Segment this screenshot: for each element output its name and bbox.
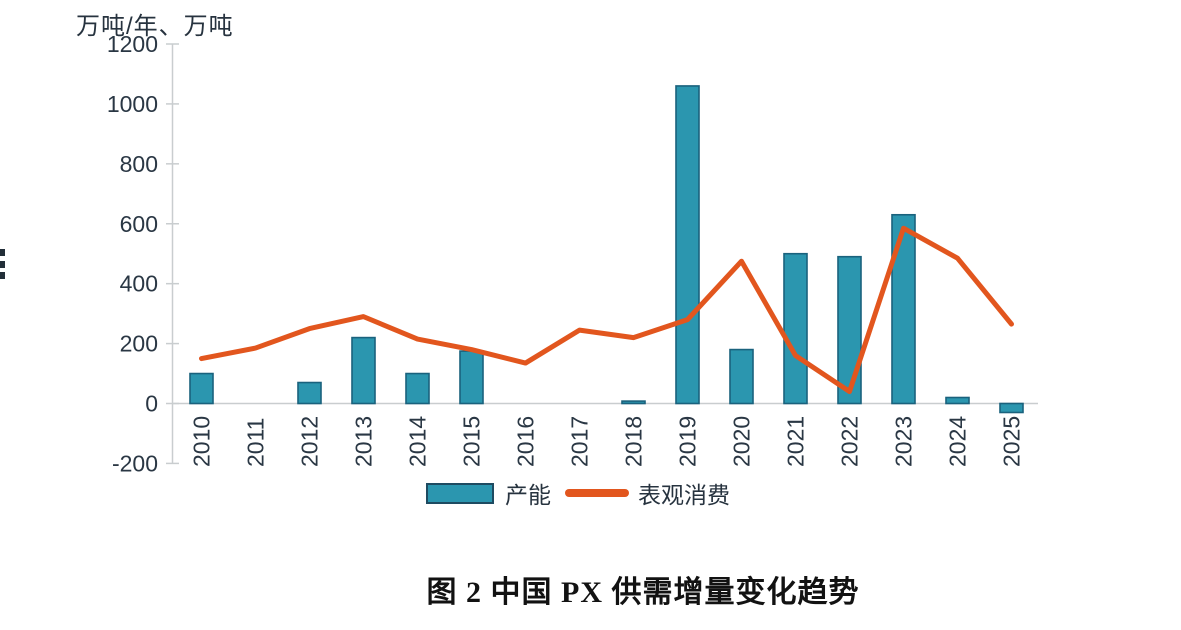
bar-2019 — [675, 85, 700, 405]
y-tick-label: 600 — [120, 211, 158, 237]
legend-label-capacity: 产能 — [505, 482, 551, 508]
bar-2022 — [837, 255, 862, 405]
x-tick-label-2025: 2025 — [999, 416, 1025, 467]
y-tick-label: 1200 — [107, 31, 158, 57]
y-tick-label: 200 — [120, 331, 158, 357]
y-axis-unit-label: 万吨/年、万吨 — [76, 13, 234, 40]
x-tick-label-2012: 2012 — [297, 416, 323, 467]
x-axis-labels: 2010 2011 2012 2013 2014 2015 2016 2017 2018 2019… — [189, 416, 1025, 467]
x-tick-label-2022: 2022 — [837, 416, 863, 467]
x-tick-label-2016: 2016 — [513, 416, 539, 467]
bar-2024 — [945, 396, 970, 405]
bar-2025 — [999, 402, 1024, 414]
x-tick-label-2024: 2024 — [945, 416, 971, 467]
bar-2014 — [405, 372, 430, 405]
left-edge-text-fragment — [0, 249, 5, 256]
x-tick-label-2015: 2015 — [459, 416, 485, 467]
legend-bar-swatch — [426, 482, 494, 504]
x-tick-label-2010: 2010 — [189, 416, 215, 467]
bar-2013 — [351, 336, 376, 405]
bar-2012 — [297, 381, 322, 405]
y-tick-label: 1000 — [107, 91, 158, 117]
x-tick-label-2018: 2018 — [621, 416, 647, 467]
y-tick-label: 0 — [145, 391, 158, 417]
capacity-bars — [189, 85, 1024, 414]
y-tick-label: -200 — [112, 450, 158, 476]
bar-2015 — [459, 350, 484, 405]
x-tick-label-2019: 2019 — [675, 416, 701, 467]
bar-2020 — [729, 348, 754, 405]
x-tick-label-2021: 2021 — [783, 416, 809, 467]
bar-2010 — [189, 372, 214, 405]
x-tick-label-2014: 2014 — [405, 416, 431, 467]
apparent-consumption-line — [199, 225, 1014, 395]
bar-2023 — [891, 213, 916, 405]
x-tick-label-2023: 2023 — [891, 416, 917, 467]
bar-2021 — [783, 252, 808, 405]
legend-line-swatch — [565, 489, 629, 497]
x-tick-label-2020: 2020 — [729, 416, 755, 467]
chart-legend: 产能 表观消费 — [426, 481, 730, 508]
x-tick-label-2013: 2013 — [351, 416, 377, 467]
bar-2018 — [621, 400, 646, 405]
legend-label-apparent-consumption: 表观消费 — [638, 482, 730, 508]
y-tick-label: 800 — [120, 151, 158, 177]
x-tick-label-2011: 2011 — [243, 418, 269, 467]
x-tick-label-2017: 2017 — [567, 416, 593, 467]
y-axis-ticks: -200 0 200 400 600 800 1000 1200 — [107, 31, 179, 476]
y-tick-label: 400 — [120, 271, 158, 297]
figure-caption: 图 2 中国 PX 供需增量变化趋势 — [426, 576, 860, 609]
